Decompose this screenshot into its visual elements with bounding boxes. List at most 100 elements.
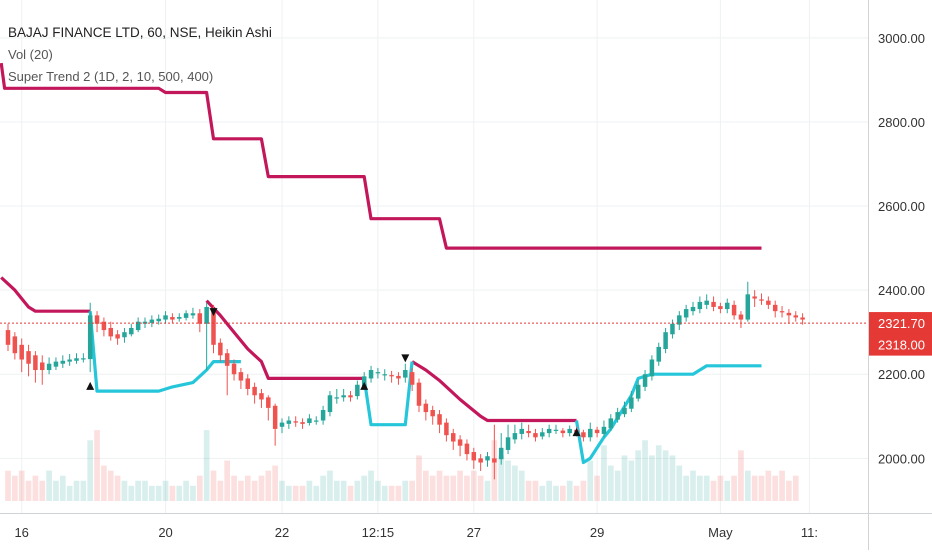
volume-bar (347, 485, 354, 501)
x-tick-label: May (708, 525, 733, 540)
candle-body (286, 420, 292, 424)
candle-body (129, 327, 134, 335)
volume-bar (518, 470, 525, 501)
volume-bar (361, 475, 368, 501)
candle-body (608, 418, 614, 429)
candle-body (108, 327, 113, 337)
candle-body (615, 412, 620, 420)
candle-body (368, 370, 374, 379)
volume-bar (792, 475, 799, 501)
volume-bar (80, 480, 87, 501)
candle-body (423, 403, 429, 413)
volume-bar (375, 480, 381, 501)
candle-body (725, 302, 730, 310)
candle-body (492, 458, 497, 463)
chart-title: BAJAJ FINANCE LTD, 60, NSE, Heikin Ashi (8, 25, 272, 40)
candle-body (293, 421, 298, 423)
volume-bar (635, 450, 642, 501)
candle-body (74, 358, 79, 361)
candle-body (444, 422, 449, 436)
x-tick-label: 29 (590, 525, 604, 540)
candle-body (163, 315, 168, 320)
candle-body (526, 431, 531, 434)
x-tick-label: 22 (275, 525, 289, 540)
volume-bar (484, 480, 491, 501)
volume-bar (176, 485, 183, 501)
candle-body (375, 372, 381, 374)
supertrend-indicator-label[interactable]: Super Trend 2 (1D, 2, 10, 500, 400) (8, 69, 214, 84)
candle-body (266, 397, 271, 408)
candle-body (437, 414, 442, 425)
volume-bar (292, 485, 299, 501)
candle-body (197, 313, 203, 324)
candle-body (752, 296, 757, 299)
candle-body (512, 433, 518, 440)
volume-bar (649, 455, 655, 501)
candle-body (12, 336, 18, 354)
volume-bar (381, 485, 388, 501)
volume-indicator-label[interactable]: Vol (20) (8, 47, 53, 62)
volume-bar (450, 475, 457, 501)
volume-bar (601, 445, 607, 501)
volume-bar (498, 455, 505, 501)
volume-bar (183, 480, 189, 501)
volume-bar (217, 480, 224, 501)
candle-body (101, 321, 107, 331)
volume-bar (505, 460, 511, 501)
volume-bar (423, 470, 429, 501)
candle-body (567, 428, 572, 434)
candle-body (635, 384, 641, 399)
candle-body (711, 301, 716, 307)
candle-body (704, 300, 709, 305)
candle-body (601, 426, 607, 434)
candle-body (738, 314, 744, 320)
volume-bar (313, 485, 320, 501)
x-tick-label: 11: (801, 525, 818, 540)
candle-body (355, 384, 360, 397)
candle-body (60, 360, 66, 364)
candle-body (272, 405, 278, 429)
volume-bar (210, 470, 217, 501)
candle-body (348, 395, 353, 398)
volume-bar (135, 480, 141, 501)
y-tick-label: 2000.00 (878, 451, 925, 466)
supertrend-down-line (0, 62, 762, 250)
volume-bar (162, 480, 169, 501)
volume-bar (464, 475, 470, 501)
second-price-tag (869, 333, 932, 356)
volume-bar (553, 485, 559, 501)
volume-bar (265, 470, 272, 501)
candle-body (238, 372, 244, 381)
signal-arrows (86, 308, 581, 437)
last-price-tag (869, 312, 932, 335)
last-price-label: 2321.70 (878, 316, 925, 331)
volume-bar (416, 455, 422, 501)
volume-bar (642, 440, 648, 501)
candle-body (53, 361, 59, 367)
volume-bar (443, 475, 450, 501)
volume-bar (566, 480, 573, 501)
candle-body (26, 351, 31, 364)
second-price-label: 2318.00 (878, 338, 925, 353)
x-tick-label: 20 (158, 525, 172, 540)
candle-body (690, 306, 696, 312)
candle-body (334, 397, 340, 399)
candle-body (745, 294, 751, 320)
candle-body (204, 306, 209, 324)
volume-bar (142, 480, 148, 501)
volume-bar (470, 470, 477, 501)
candle-body (183, 313, 189, 318)
buy-arrow (572, 428, 581, 437)
candle-body (560, 430, 566, 434)
candle-body (300, 422, 305, 424)
candle-body (533, 433, 538, 438)
volume-bar (121, 480, 128, 501)
candle-body (430, 409, 435, 417)
candle-body (519, 428, 524, 434)
candle-body (382, 374, 387, 376)
candle-body (546, 428, 552, 434)
y-tick-label: 2800.00 (878, 115, 925, 130)
volume-bar (18, 470, 25, 501)
